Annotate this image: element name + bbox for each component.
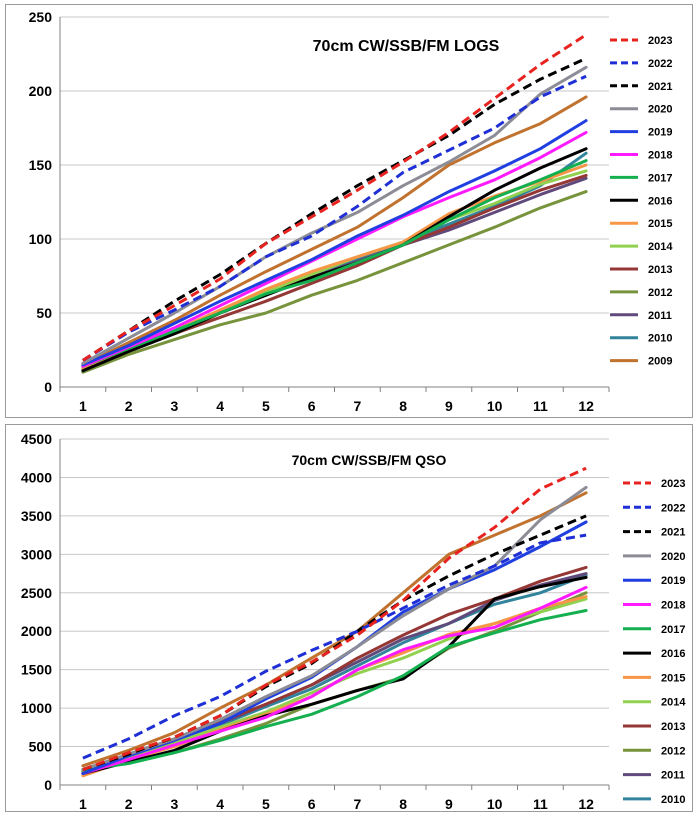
legend-label-2013: 2013 — [661, 721, 685, 733]
legend-label-2018: 2018 — [648, 150, 672, 162]
legend-label-2012: 2012 — [648, 287, 672, 299]
y-tick-label: 3500 — [21, 508, 52, 524]
x-tick-label: 9 — [445, 398, 453, 414]
y-tick-label: 0 — [44, 777, 52, 793]
legend-label-2022: 2022 — [648, 58, 672, 70]
y-tick-label: 3000 — [21, 546, 52, 562]
y-tick-label: 200 — [29, 83, 53, 99]
legend-label-2010: 2010 — [648, 333, 672, 345]
legend-label-2011: 2011 — [661, 770, 685, 782]
x-tick-label: 4 — [216, 796, 224, 812]
x-tick-label: 7 — [353, 398, 361, 414]
legend-label-2016: 2016 — [648, 195, 672, 207]
logs-chart-panel: 70cm CW/SSB/FM LOGS 0 50 100 150 200 250 1 2 3 4 5… — [5, 4, 693, 418]
legend-label-2015: 2015 — [648, 218, 672, 230]
legend-label-2010: 2010 — [661, 794, 685, 806]
legend-label-2009: 2009 — [648, 356, 672, 368]
chart-title: 70cm CW/SSB/FM QSO — [292, 452, 447, 468]
x-tick-label: 10 — [487, 796, 503, 812]
series-line-2017 — [81, 159, 588, 368]
x-tick-label: 10 — [487, 398, 503, 414]
series-line-2023 — [82, 466, 587, 772]
y-tick-label: 2000 — [21, 623, 52, 639]
legend-label-2021: 2021 — [661, 527, 685, 539]
y-tick-label: 1500 — [21, 662, 52, 678]
x-tick-label: 5 — [262, 796, 270, 812]
qso-chart-panel: 70cm CW/SSB/FM QSO 0 500 1000 1500 2000 2500 3… — [5, 424, 693, 812]
y-tick-label: 1000 — [21, 700, 52, 716]
x-tick-label: 11 — [533, 398, 548, 414]
y-tick-label: 50 — [36, 305, 52, 321]
x-tick-label: 6 — [308, 796, 316, 812]
legend-label-2013: 2013 — [648, 264, 672, 276]
series-line-2018 — [81, 130, 588, 368]
legend-label-2014: 2014 — [648, 241, 673, 253]
x-tick-label: 8 — [399, 398, 407, 414]
x-tick-label: 4 — [216, 398, 224, 414]
series-line-2009 — [81, 491, 588, 768]
legend-label-2018: 2018 — [661, 600, 685, 612]
x-tick-label: 11 — [533, 796, 548, 812]
y-tick-label: 250 — [29, 9, 53, 25]
legend-label-2019: 2019 — [648, 127, 672, 139]
series-line-2012 — [81, 190, 588, 374]
series-line-2018 — [81, 585, 588, 775]
qso-chart: 70cm CW/SSB/FM QSO 0 500 1000 1500 2000 2500 3… — [21, 431, 687, 812]
legend-label-2017: 2017 — [661, 624, 685, 636]
chart-title: 70cm CW/SSB/FM LOGS — [313, 38, 500, 55]
legend-label-2022: 2022 — [661, 502, 685, 514]
legend-label-2021: 2021 — [648, 81, 672, 93]
y-tick-label: 500 — [29, 739, 53, 755]
series-line-2022 — [82, 74, 587, 362]
x-tick-label: 2 — [125, 796, 133, 812]
series-line-2009 — [81, 95, 588, 367]
x-tick-label: 7 — [353, 796, 361, 812]
x-tick-label: 12 — [578, 398, 594, 414]
y-tick-label: 150 — [29, 157, 53, 173]
legend-label-2011: 2011 — [648, 310, 672, 322]
legend-label-2020: 2020 — [661, 551, 685, 563]
y-tick-label: 4000 — [21, 469, 52, 485]
x-tick-label: 6 — [308, 398, 316, 414]
x-tick-label: 5 — [262, 398, 270, 414]
legend-label-2015: 2015 — [661, 672, 685, 684]
legend-label-2012: 2012 — [661, 745, 685, 757]
legend-label-2014: 2014 — [661, 697, 686, 709]
x-tick-label: 3 — [170, 796, 178, 812]
y-tick-label: 2500 — [21, 585, 52, 601]
x-tick-label: 1 — [79, 796, 87, 812]
series-line-2021 — [82, 57, 587, 362]
series-line-2022 — [82, 533, 587, 760]
y-tick-label: 4500 — [21, 431, 52, 447]
legend-label-2017: 2017 — [648, 172, 672, 184]
series-line-2017 — [81, 609, 588, 772]
legend-label-2023: 2023 — [661, 478, 685, 490]
y-tick-label: 100 — [29, 231, 53, 247]
x-tick-label: 8 — [399, 796, 407, 812]
legend-label-2016: 2016 — [661, 648, 685, 660]
legend-label-2019: 2019 — [661, 575, 685, 587]
legend-label-2023: 2023 — [648, 35, 672, 47]
x-tick-label: 9 — [445, 796, 453, 812]
x-tick-label: 2 — [125, 398, 133, 414]
series-line-2023 — [82, 33, 587, 362]
series-line-2016 — [81, 575, 588, 775]
x-tick-label: 3 — [170, 398, 178, 414]
y-tick-label: 0 — [44, 379, 52, 395]
x-tick-label: 12 — [578, 796, 594, 812]
x-tick-label: 1 — [79, 398, 87, 414]
series-line-2019 — [81, 119, 588, 367]
legend-label-2020: 2020 — [648, 104, 672, 116]
